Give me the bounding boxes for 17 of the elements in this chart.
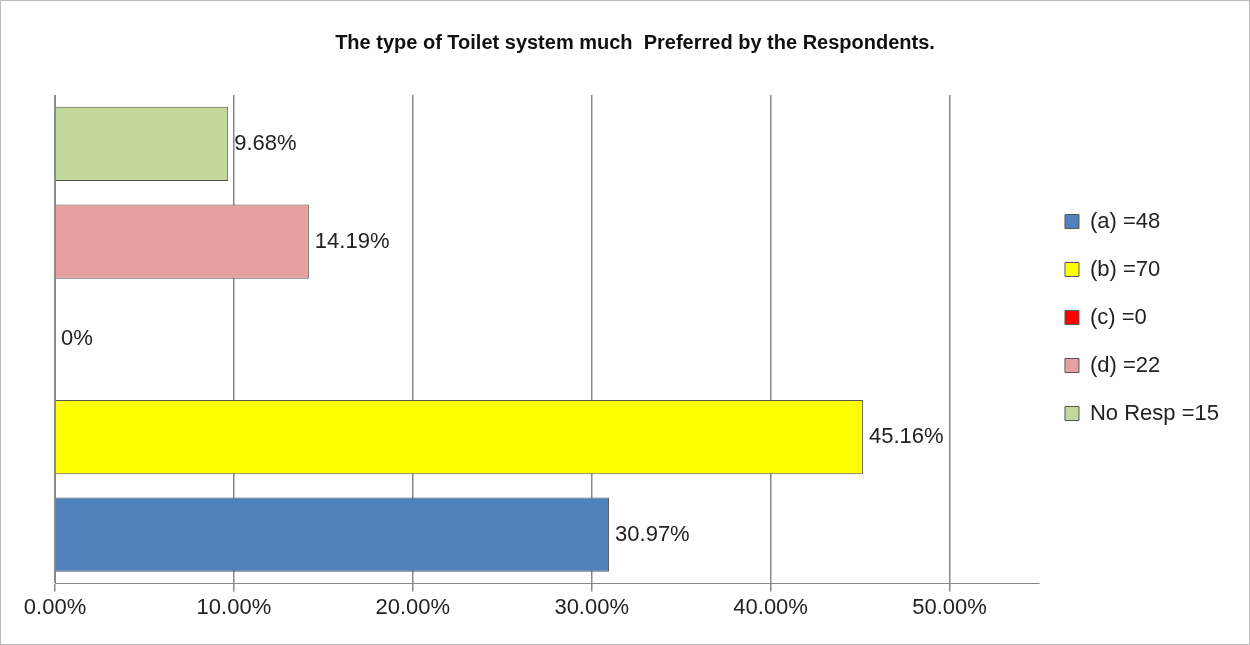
legend-label: (b) =70	[1089, 255, 1161, 281]
x-tick-label: 10.00%	[196, 593, 272, 619]
legend-label: (a) =48	[1089, 207, 1161, 233]
legend-label: (c) =0	[1089, 303, 1147, 329]
legend-label: No Resp =15	[1089, 399, 1220, 425]
chart-title: The type of Toilet system much Preferred by the Respondents.	[335, 30, 935, 53]
data-label: 45.16%	[868, 423, 944, 449]
x-tick-label: 40.00%	[733, 593, 808, 619]
x-tick-label: 0.00%	[23, 593, 87, 619]
legend-label: (d) =22	[1089, 351, 1161, 377]
data-label: 9.68%	[234, 129, 297, 155]
x-tick-label: 50.00%	[912, 593, 987, 619]
x-tick-label: 20.00%	[375, 593, 451, 619]
data-label: 14.19%	[314, 227, 390, 253]
data-label: 30.97%	[615, 520, 690, 546]
x-tick-label: 30.00%	[554, 593, 630, 619]
data-label: 0%	[61, 325, 93, 351]
